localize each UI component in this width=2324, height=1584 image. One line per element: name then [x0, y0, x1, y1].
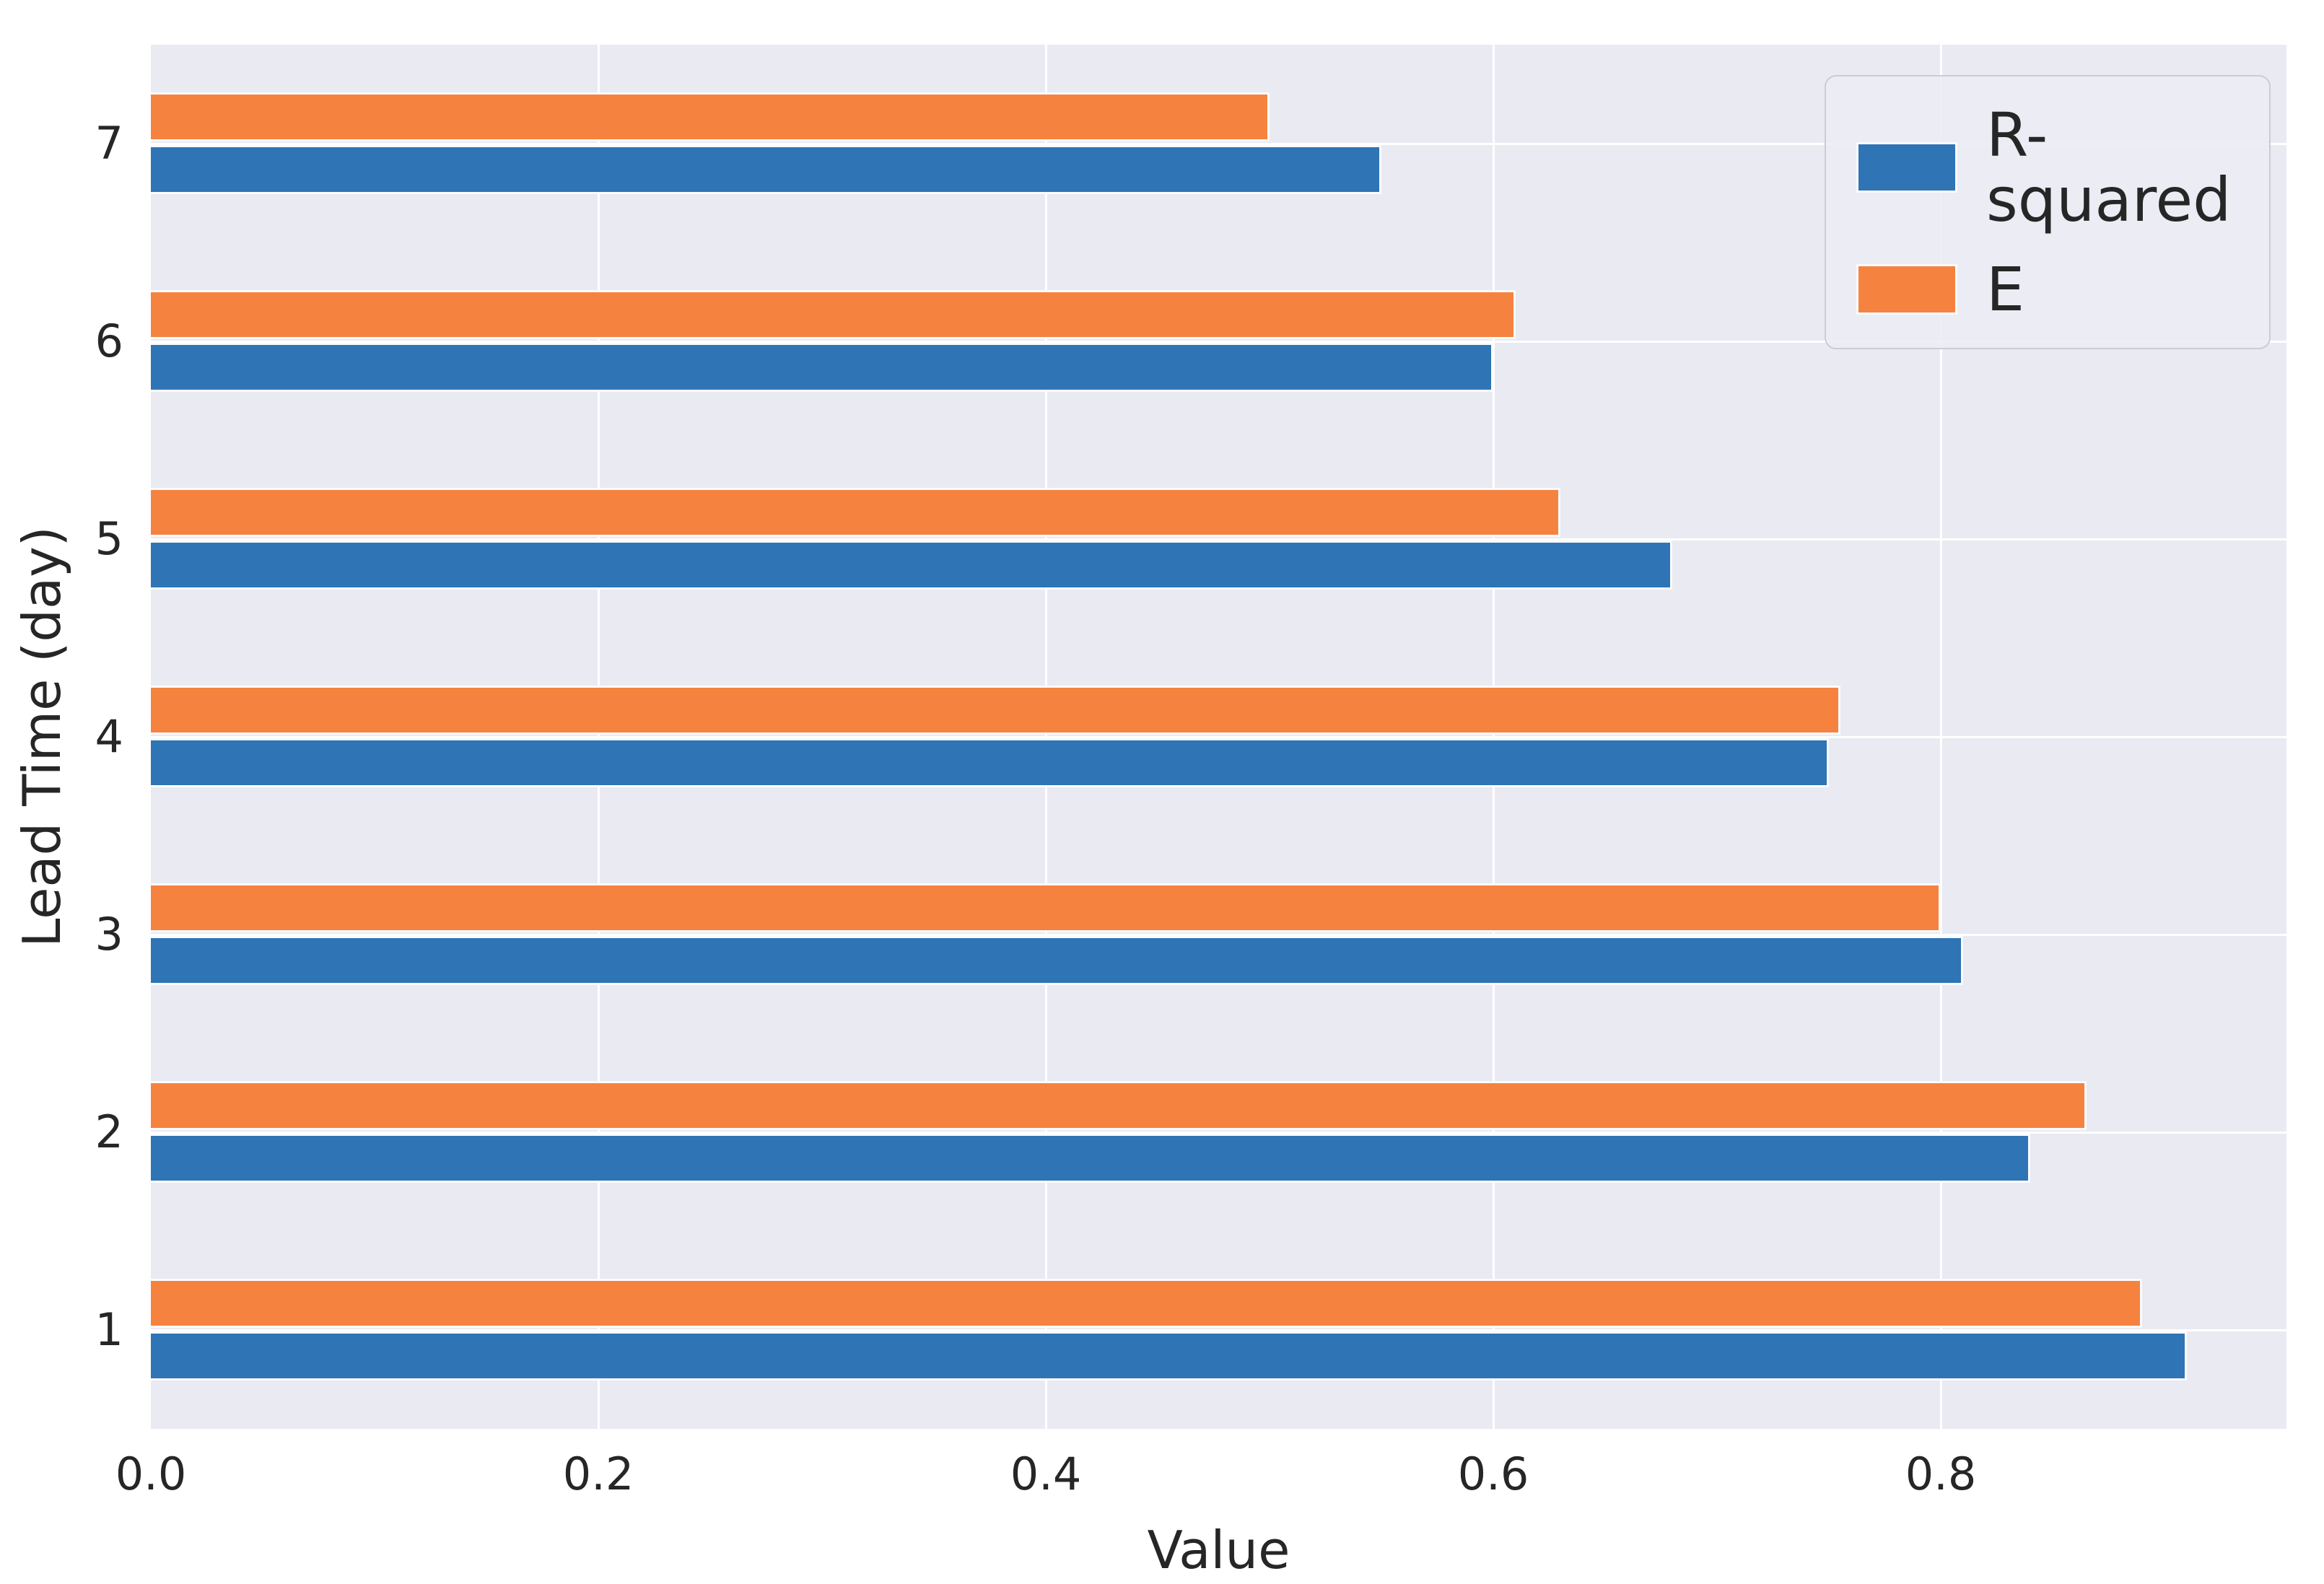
x-tick-0.4: 0.4 [1010, 1448, 1082, 1500]
legend-entry-e: E [1856, 257, 2239, 322]
y-tick-1: 1 [95, 1303, 123, 1356]
y-gridline-7 [151, 142, 2286, 145]
x-tick-0.2: 0.2 [562, 1448, 634, 1500]
bar-r-squared-leadtime-1 [151, 1331, 2188, 1380]
bar-r-squared-leadtime-4 [151, 738, 1830, 787]
bar-r-squared-leadtime-7 [151, 145, 1382, 194]
y-gridline-1 [151, 1329, 2286, 1331]
legend-swatch-r-squared-icon [1856, 142, 1957, 193]
legend-label-e: E [1986, 254, 2025, 325]
bar-e-leadtime-5 [151, 488, 1561, 537]
bar-e-leadtime-1 [151, 1279, 2143, 1328]
x-tick-0.0: 0.0 [115, 1448, 187, 1500]
bar-e-leadtime-7 [151, 92, 1270, 141]
y-tick-5: 5 [95, 512, 123, 565]
legend-label-r-squared: R-squared [1986, 100, 2232, 235]
bar-e-leadtime-3 [151, 883, 1941, 932]
legend-swatch-e-icon [1856, 264, 1957, 315]
bar-r-squared-leadtime-3 [151, 936, 1964, 985]
y-tick-3: 3 [95, 908, 123, 961]
bar-e-leadtime-2 [151, 1081, 2087, 1130]
bar-r-squared-leadtime-6 [151, 343, 1494, 392]
legend: R-squared E [1825, 75, 2271, 349]
bar-e-leadtime-4 [151, 686, 1840, 735]
y-gridline-6 [151, 340, 2286, 343]
y-tick-7: 7 [95, 117, 123, 170]
x-tick-0.6: 0.6 [1457, 1448, 1529, 1500]
y-tick-2: 2 [95, 1106, 123, 1158]
y-gridline-5 [151, 538, 2286, 541]
y-gridline-4 [151, 735, 2286, 738]
y-tick-4: 4 [95, 710, 123, 763]
y-gridline-3 [151, 933, 2286, 936]
x-axis-title: Value [1147, 1520, 1290, 1580]
plot-area: R-squared E [151, 45, 2286, 1429]
bar-e-leadtime-6 [151, 290, 1516, 339]
bar-r-squared-leadtime-5 [151, 541, 1673, 590]
y-gridline-2 [151, 1131, 2286, 1134]
y-tick-6: 6 [95, 315, 123, 367]
x-tick-0.8: 0.8 [1905, 1448, 1977, 1500]
legend-entry-r-squared: R-squared [1856, 102, 2239, 232]
bar-r-squared-leadtime-2 [151, 1134, 2031, 1183]
